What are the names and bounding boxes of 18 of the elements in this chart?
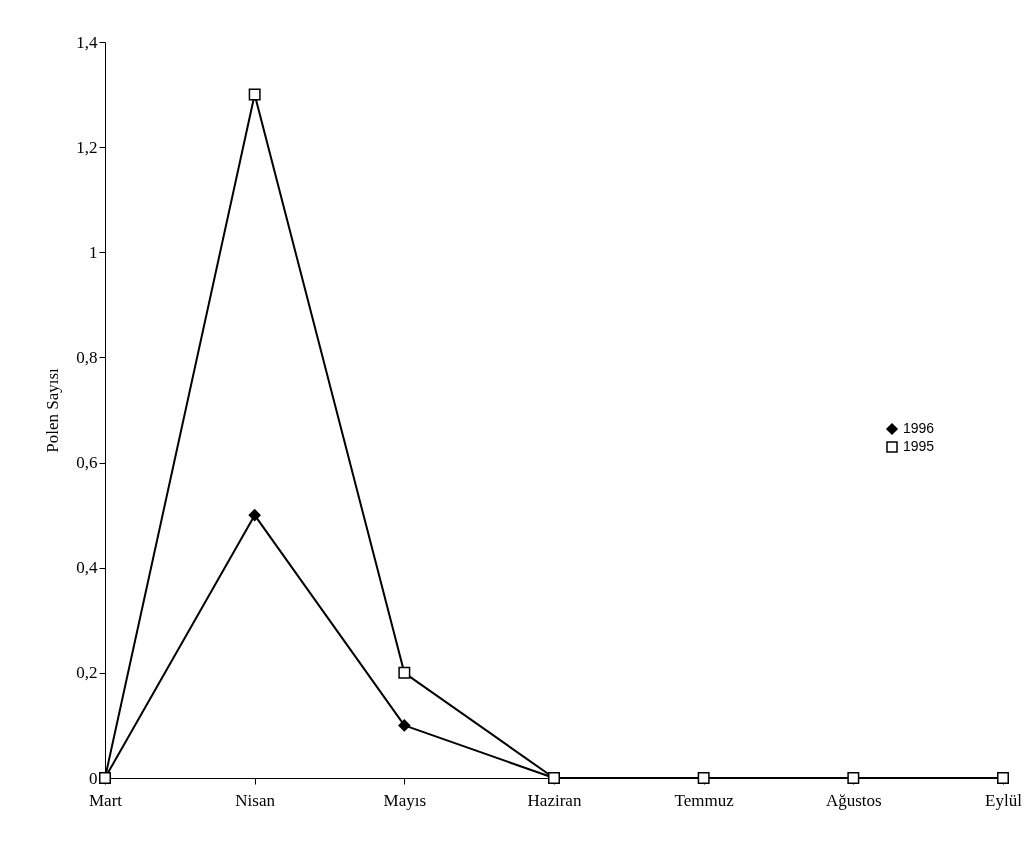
x-tick-label: Eylül [985, 790, 1023, 810]
legend-label: 1996 [903, 420, 935, 436]
y-tick-label: 1,2 [76, 137, 98, 157]
y-tick-label: 0,6 [76, 453, 98, 473]
y-tick-label: 1 [89, 242, 98, 262]
x-tick-label: Mart [88, 790, 123, 810]
y-tick-label: 0,2 [76, 663, 98, 683]
y-tick-label: 0 [89, 768, 98, 788]
x-tick-label: Temmuz [674, 790, 735, 810]
x-tick-label: Ağustos [825, 790, 882, 810]
y-tick-label: 0,8 [76, 347, 98, 367]
legend-label: 1995 [903, 438, 935, 454]
y-axis-title: Polen Sayısı [43, 367, 63, 453]
x-tick-label: Haziran [527, 790, 582, 810]
x-tick-label: Mayıs [383, 790, 427, 810]
y-tick-label: 0,4 [76, 558, 98, 578]
y-tick-label: 1,4 [76, 32, 98, 52]
x-tick-label: Nisan [235, 790, 276, 810]
